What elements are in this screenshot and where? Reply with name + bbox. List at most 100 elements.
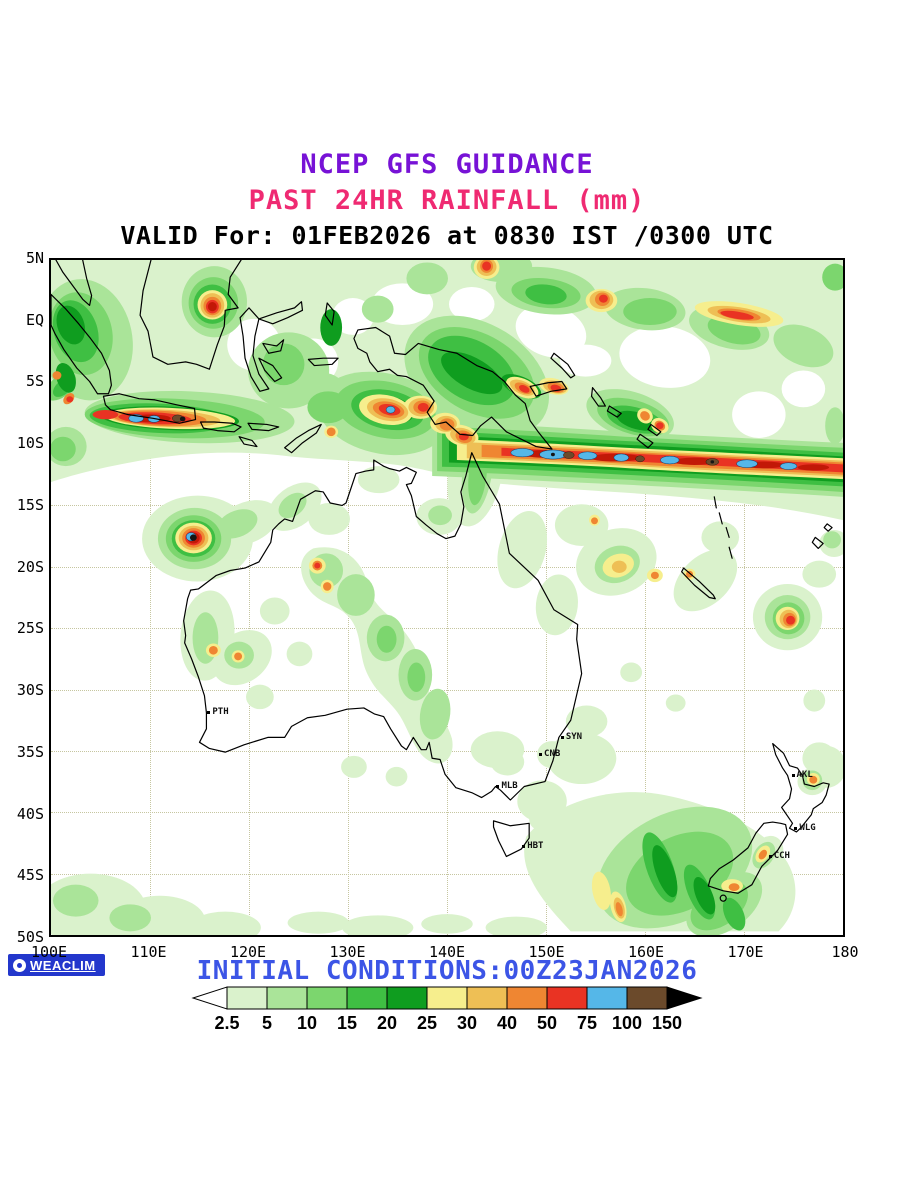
lat-label: 10S — [16, 434, 44, 453]
city-label-wlg: WLG — [794, 822, 816, 833]
australia-coastline — [184, 453, 582, 800]
colorbar-segment — [586, 986, 628, 1010]
city-marker — [539, 753, 543, 757]
colorbar-wrap: 2.5 5 10 15 20 25 30 40 50 75 100 150 — [49, 986, 845, 1038]
lat-label: 20S — [16, 557, 44, 576]
city-label-akl: AKL — [791, 770, 813, 780]
grid-line-lon — [150, 260, 151, 935]
nz-south-island-coastline — [708, 822, 787, 893]
grid-line-lat — [51, 812, 843, 814]
lat-label: 45S — [16, 866, 44, 885]
colorbar-segment — [506, 986, 548, 1010]
colorbar-label: 25 — [416, 1013, 438, 1033]
city-code: AKL — [796, 770, 813, 780]
timor-coastline — [285, 424, 322, 452]
city-marker — [522, 845, 526, 849]
lon-label: 110E — [130, 943, 167, 961]
seram-coastline — [308, 358, 338, 365]
colorbar-left-arrow — [191, 986, 228, 1010]
lon-label: 120E — [229, 943, 267, 961]
valid-time-line: VALID For: 01FEB2026 at 0830 IST /0300 U… — [120, 221, 774, 250]
city-marker — [207, 711, 211, 715]
grid-line-lon — [447, 260, 448, 935]
colorbar-label: 75 — [576, 1013, 598, 1033]
colorbar-segment — [386, 986, 428, 1010]
grid-line-lat — [51, 566, 843, 568]
lat-label: 40S — [16, 804, 44, 823]
colorbar-label: 50 — [536, 1013, 558, 1033]
lat-label: EQ — [25, 310, 44, 329]
grid-line-lon — [744, 260, 745, 935]
new-britain-coastline — [530, 382, 567, 397]
city-marker — [794, 826, 798, 830]
city-label-mlb: MLB — [496, 781, 518, 792]
lon-label: 100E — [30, 943, 68, 961]
colorbar-label: 15 — [336, 1013, 358, 1033]
lon-label: 130E — [329, 943, 366, 961]
solomon-islands-coastline — [607, 406, 660, 448]
lat-label: 5S — [25, 372, 44, 391]
lesser-sunda-coastline — [200, 422, 241, 432]
weaclim-logo-text: WEACLIM — [30, 957, 96, 973]
city-code: HBT — [527, 841, 544, 852]
lon-label: 140E — [428, 943, 466, 961]
initial-conditions-line: INITIAL CONDITIONS:00Z23JAN2026 — [196, 956, 698, 986]
malay-peninsula-coastline — [56, 260, 92, 305]
colorbar-segment — [266, 986, 308, 1010]
grid-line-lon — [645, 260, 646, 935]
new-guinea-coastline — [354, 328, 552, 450]
colorbar-segment — [346, 986, 388, 1010]
tasmania-coastline — [494, 821, 530, 857]
colorbar-strip — [191, 986, 703, 1010]
weaclim-logo-icon — [13, 958, 26, 972]
city-label-cnb: CNB — [539, 750, 560, 759]
stewart-island-coastline — [720, 895, 726, 901]
lon-label: 180 — [831, 943, 859, 961]
colorbar-label: 40 — [496, 1013, 518, 1033]
lat-label: 50S — [16, 928, 44, 946]
colorbar-segment — [546, 986, 588, 1010]
halmahera-coastline — [325, 303, 334, 325]
map-frame: PTH SYN CNB MLB HBT AKL WLG CCH — [49, 258, 845, 937]
lon-label: 160E — [627, 943, 665, 961]
city-code: WLG — [799, 822, 816, 833]
lat-label: 35S — [16, 742, 44, 761]
city-labels: PTH SYN CNB MLB HBT AKL WLG CCH — [51, 260, 843, 935]
sumba-coastline — [239, 437, 257, 447]
lon-label: 150E — [528, 943, 565, 961]
grid-line-lat — [51, 873, 843, 875]
page-title: NCEP GFS GUIDANCE — [300, 149, 594, 180]
sulawesi-coastline — [240, 302, 302, 392]
colorbar-label: 5 — [261, 1013, 273, 1033]
city-label-cch: CCH — [768, 852, 790, 861]
page-subtitle: PAST 24HR RAINFALL (mm) — [248, 185, 646, 216]
grid-line-lat — [51, 628, 843, 630]
weaclim-logo: WEACLIM — [8, 954, 105, 976]
colorbar-label: 30 — [456, 1013, 478, 1033]
borneo-coastline — [140, 260, 241, 369]
coastlines — [51, 260, 832, 901]
city-code: PTH — [212, 707, 229, 718]
city-label-pth: PTH — [207, 707, 229, 718]
java-coastline — [103, 394, 195, 423]
colorbar-segment — [426, 986, 468, 1010]
bougainville-coastline — [592, 388, 606, 406]
city-label-hbt: HBT — [522, 842, 543, 851]
colorbar-label: 150 — [651, 1013, 683, 1033]
grid-line-lat — [51, 689, 843, 691]
sumatra-coastline — [51, 294, 111, 393]
colorbar-segment — [626, 986, 668, 1010]
colorbar: 2.5 5 10 15 20 25 30 40 50 75 100 150 — [191, 986, 703, 1038]
city-code: MLB — [501, 781, 518, 792]
colorbar-segment — [466, 986, 508, 1010]
rainfall-map — [51, 260, 843, 935]
colorbar-label: 20 — [376, 1013, 398, 1033]
new-caledonia-coastline — [682, 568, 716, 599]
city-marker — [560, 735, 564, 739]
city-marker — [768, 855, 772, 858]
colorbar-segment — [306, 986, 348, 1010]
vanuatu-coastline — [714, 497, 732, 558]
colorbar-segment — [226, 986, 268, 1010]
rainfall-shading — [51, 260, 843, 935]
lat-label: 15S — [16, 495, 44, 514]
